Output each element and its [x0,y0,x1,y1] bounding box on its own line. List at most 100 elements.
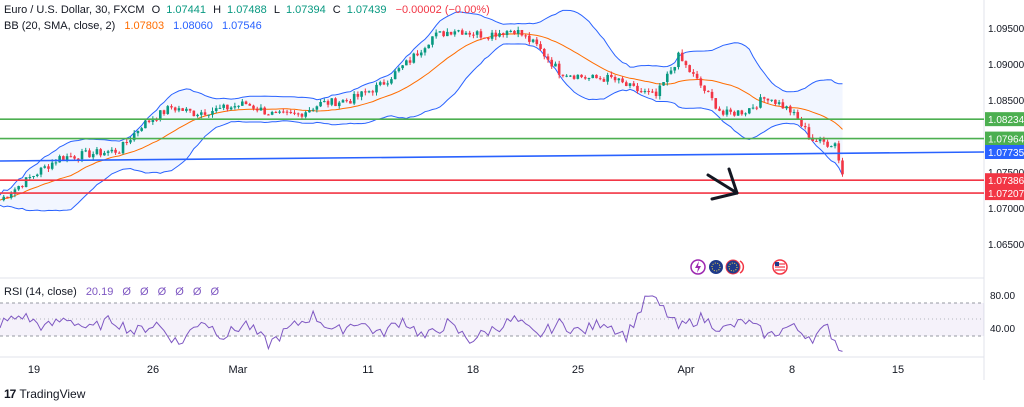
candle-body [740,110,744,115]
candle-body [643,91,647,93]
candle-body [132,133,136,141]
candle-body [378,82,382,85]
candle-body [99,149,102,156]
candle-body [73,156,76,159]
level-price-tag [985,186,1024,201]
candle-body [427,44,431,49]
candle-body [419,52,423,56]
rsi-value: 20.19 [85,286,114,298]
candle-body [103,152,106,156]
candle-body [390,79,393,84]
candle-body [32,176,35,178]
time-tick-label: 15 [892,364,904,376]
candle-body [349,100,352,104]
candle-body [774,99,777,104]
candle-body [144,120,147,129]
candle-body [494,32,498,37]
rsi-axis-label-40: 40.00 [990,324,1015,335]
candle-body [651,91,654,93]
candle-body [736,110,740,116]
candle-body [733,111,736,116]
bb-legend[interactable]: BB (20, SMA, close, 2) 1.07803 1.08060 1… [4,20,266,32]
candle-body [222,104,225,108]
trend-arrow[interactable] [706,167,739,201]
candle-body [602,79,606,82]
candle-body [9,193,13,198]
candle-body [792,112,796,114]
candle-body [706,90,710,92]
candle-body [803,126,807,128]
candle-body [39,167,43,175]
candle-body [703,85,706,91]
candle-body [326,101,330,105]
candle-body [274,112,278,114]
candle-body [434,32,438,37]
candle-body [561,74,565,76]
candle-body [382,82,386,85]
candle-body [472,34,475,36]
candle-body [289,112,293,114]
level-price-label: 1.07207 [988,189,1024,200]
candle-body [397,68,401,72]
candle-body [192,110,196,117]
candle-body [528,35,531,42]
candle-body [781,102,785,109]
candle-body [35,174,39,177]
candle-body [639,91,643,93]
candle-body [479,31,483,38]
candle-body [21,186,24,188]
time-tick-label: 26 [147,364,159,376]
level-price-label: 1.07735 [988,148,1024,159]
candle-body [490,32,494,39]
candle-body [621,78,624,83]
events-row[interactable] [690,259,788,275]
rsi-label[interactable]: RSI (14, close) [4,286,77,298]
candle-body [136,130,140,134]
rsi-legend[interactable]: RSI (14, close) 20.19 Ø Ø Ø Ø Ø Ø [4,286,220,298]
candle-body [744,113,747,115]
tradingview-brand[interactable]: 17 TradingView [4,387,85,401]
candle-body [200,112,203,115]
time-axis[interactable]: 19 26 Mar 11 18 25 Apr 8 15 [28,364,904,376]
candle-body [554,63,557,67]
level-price-tag [985,112,1024,127]
rsi-axis-label-80: 80.00 [990,291,1015,302]
candle-body [263,107,266,115]
price-series [2,26,844,202]
candle-body [285,111,289,113]
candle-body [822,137,826,142]
candle-body [505,31,509,35]
candle-body [796,112,800,120]
candle-body [501,33,505,35]
candle-body [151,119,155,122]
candle-body [628,83,632,86]
candle-body [692,72,695,74]
time-tick-label: 18 [467,364,479,376]
candle-body [550,59,554,67]
candle-body [542,48,546,57]
time-tick-label: 11 [362,364,373,376]
candle-body [658,85,662,97]
symbol-title[interactable]: Euro / U.S. Dollar, 30, FXCM [4,4,145,16]
bb-basis-value: 1.07803 [124,20,165,32]
time-tick-label: Mar [229,364,248,376]
candle-body [140,128,143,131]
candle-body [386,83,389,85]
candle-body [162,110,166,114]
horizontal-lines[interactable]: 1.08234 1.07964 1.07735 1.07386 1.07207 [0,112,1024,201]
candle-body [446,31,449,37]
candle-body [468,32,472,35]
price-tick-label: 1.07000 [988,204,1024,215]
time-tick-label: 25 [572,364,584,376]
candle-body [270,112,274,115]
candle-body [789,106,792,113]
candle-body [632,83,636,86]
candle-body [24,177,28,187]
candle-body [248,104,252,106]
candle-body [457,30,460,32]
bb-label[interactable]: BB (20, SMA, close, 2) [4,20,116,32]
candle-body [218,107,222,109]
candle-body [129,140,132,143]
